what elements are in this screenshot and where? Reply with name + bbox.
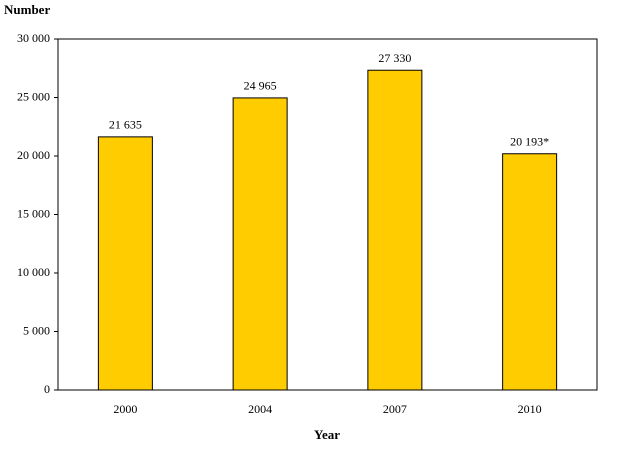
x-tick-label: 2010 (518, 402, 542, 416)
x-axis-label: Year (314, 427, 340, 442)
y-tick-label: 15 000 (17, 206, 50, 220)
y-tick-label: 0 (44, 382, 50, 396)
x-tick-label: 2007 (383, 402, 407, 416)
bar (232, 97, 288, 391)
y-tick-label: 10 000 (17, 265, 50, 279)
y-tick-label: 25 000 (17, 89, 50, 103)
bar (502, 153, 558, 391)
x-tick-label: 2004 (248, 402, 272, 416)
y-tick-label: 5 000 (23, 323, 50, 337)
data-label: 21 635 (109, 118, 142, 132)
data-label: 27 330 (378, 51, 411, 65)
bar (97, 136, 153, 391)
data-label: 20 193* (510, 134, 549, 148)
y-tick-label: 30 000 (17, 31, 50, 45)
y-axis-label: Number (4, 2, 50, 17)
data-label: 24 965 (244, 79, 277, 93)
bar (367, 69, 423, 391)
y-tick-label: 20 000 (17, 148, 50, 162)
x-tick-label: 2000 (113, 402, 137, 416)
